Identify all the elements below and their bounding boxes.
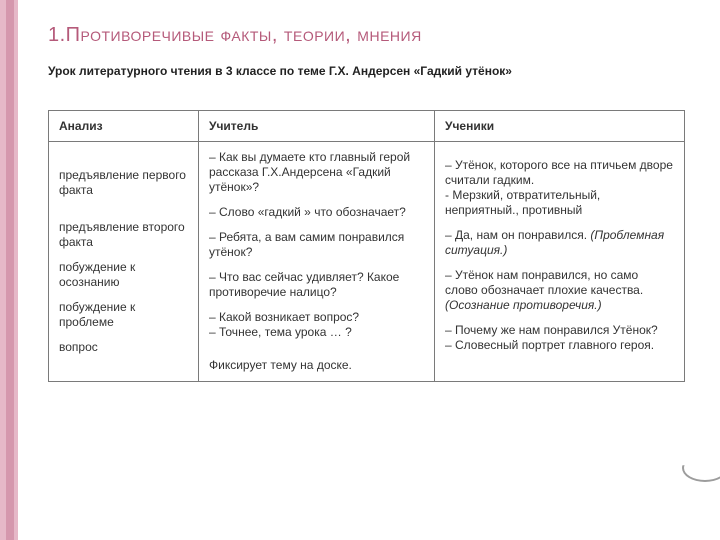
table-header-row: Анализ Учитель Ученики <box>49 111 685 142</box>
col-header-students: Ученики <box>435 111 685 142</box>
student-item: – Утёнок, которого все на птичьем дворе … <box>445 158 674 218</box>
student-plain: – Утёнок нам понравился, но само слово о… <box>445 268 643 297</box>
analysis-item: предъявление второго факта <box>59 220 188 250</box>
teacher-item: – Что вас сейчас удивляет? Какое противо… <box>209 270 424 300</box>
analysis-item: побуждение к осознанию <box>59 260 188 290</box>
student-italic: (Осознание противоречия.) <box>445 298 602 312</box>
teacher-item: – Какой возникает вопрос?– Точнее, тема … <box>209 310 424 340</box>
comparison-table: Анализ Учитель Ученики предъявление перв… <box>48 110 685 382</box>
student-item: – Да, нам он понравился. (Проблемная сит… <box>445 228 674 258</box>
cell-teacher: – Как вы думаете кто главный герой расск… <box>199 142 435 382</box>
corner-decoration <box>682 454 720 482</box>
analysis-item: вопрос <box>59 340 188 355</box>
slide-subtitle: Урок литературного чтения в 3 классе по … <box>48 64 512 78</box>
teacher-item: – Как вы думаете кто главный герой расск… <box>209 150 424 195</box>
cell-students: – Утёнок, которого все на птичьем дворе … <box>435 142 685 382</box>
col-header-teacher: Учитель <box>199 111 435 142</box>
teacher-item: Фиксирует тему на доске. <box>209 358 424 373</box>
table-row: предъявление первого факта предъявление … <box>49 142 685 382</box>
slide-title: 1.Противоречивые факты, теории, мнения <box>48 24 422 47</box>
slide: 1.Противоречивые факты, теории, мнения У… <box>0 0 720 540</box>
side-accent-dark <box>6 0 14 540</box>
analysis-item: предъявление первого факта <box>59 168 188 198</box>
col-header-analysis: Анализ <box>49 111 199 142</box>
teacher-item: – Слово «гадкий » что обозначает? <box>209 205 424 220</box>
analysis-item: побуждение к проблеме <box>59 300 188 330</box>
student-plain: – Да, нам он понравился. <box>445 228 590 242</box>
teacher-item: – Ребята, а вам самим понравился утёнок? <box>209 230 424 260</box>
cell-analysis: предъявление первого факта предъявление … <box>49 142 199 382</box>
student-item: – Почему же нам понравился Утёнок?– Слов… <box>445 323 674 353</box>
student-item: – Утёнок нам понравился, но само слово о… <box>445 268 674 313</box>
